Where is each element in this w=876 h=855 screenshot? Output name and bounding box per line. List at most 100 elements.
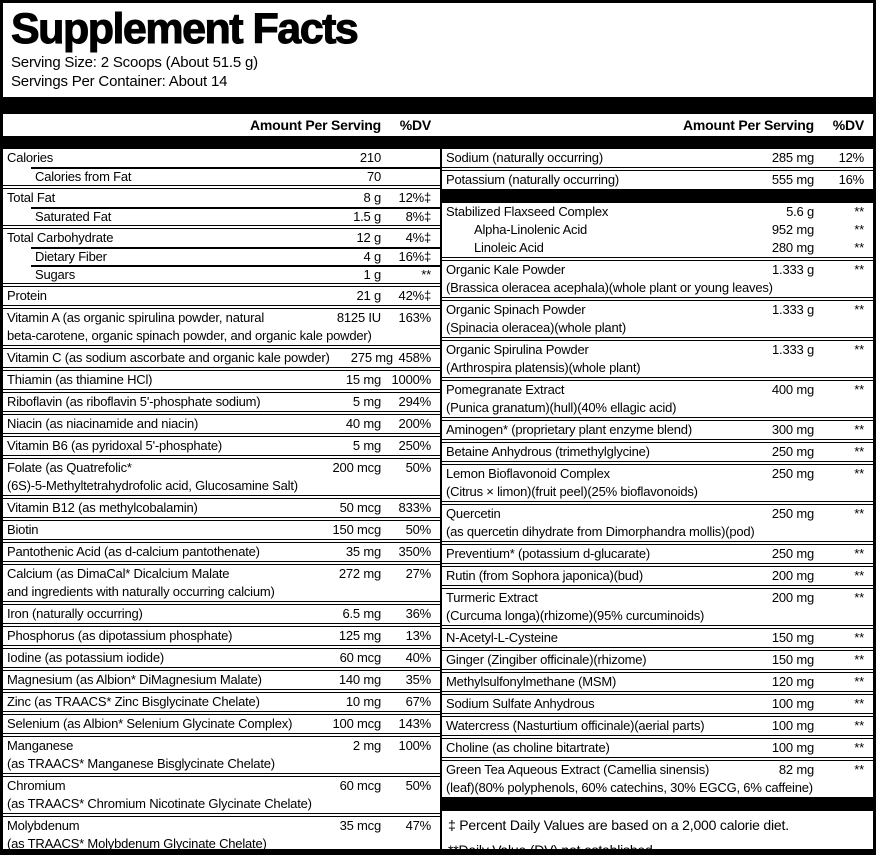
dv-value: 67% [405, 694, 432, 709]
nutrient-continuation-row: (6S)-5-Methyltetrahydrofolic acid, Gluco… [3, 477, 440, 495]
nutrient-continuation-row: (as TRAACS* Molybdenum Glycinate Chelate… [3, 835, 440, 849]
nutrient-label: Vitamin A (as organic spirulina powder, … [7, 310, 265, 325]
nutrient-row: Vitamin B12 (as methylcobalamin) 50 mcg 83… [3, 495, 440, 517]
amount-value: 1.333 g [772, 262, 814, 277]
column-headers: Amount Per Serving %DV Amount Per Servin… [3, 114, 873, 136]
amount-value: 150 mg [771, 652, 814, 667]
nutrient-row: Alpha-Linolenic Acid 952 mg ** [442, 221, 873, 239]
amount-value: 100 mg [771, 740, 814, 755]
dv-value: ** [854, 568, 864, 583]
nutrient-label: Aminogen* (proprietary plant enzyme blen… [446, 422, 692, 437]
dv-value: ** [854, 240, 864, 255]
nutrient-label: Dietary Fiber [35, 249, 107, 264]
nutrient-row: Zinc (as TRAACS* Zinc Bisglycinate Chela… [3, 689, 440, 711]
nutrient-row: Preventium* (potassium d-glucarate) 250 m… [442, 541, 873, 563]
nutrient-row: Niacin (as niacinamide and niacin) 40 mg 2… [3, 411, 440, 433]
dv-value: ** [854, 652, 864, 667]
left-column-header: Amount Per Serving %DV [3, 117, 440, 133]
nutrient-label: (as quercetin dihydrate from Dimorphandr… [446, 524, 755, 539]
nutrient-row: Vitamin A (as organic spirulina powder, … [3, 305, 440, 327]
amount-value: 125 mg [338, 628, 381, 643]
amount-value: 100 mg [771, 718, 814, 733]
dv-value: 833% [398, 500, 432, 515]
dv-header-right: %DV [832, 117, 864, 133]
nutrient-label: Riboflavin (as riboflavin 5'-phosphate s… [7, 394, 261, 409]
dv-header-left: %DV [399, 117, 431, 133]
amount-value: 250 mg [771, 444, 814, 459]
nutrient-label: Chromium [7, 778, 66, 793]
nutrient-continuation-row: (Brassica oleracea acephala)(whole plant… [442, 279, 873, 297]
dv-value: ** [854, 382, 864, 397]
nutrient-label: Manganese [7, 738, 74, 753]
serving-size: Serving Size: 2 Scoops (About 51.5 g) [11, 54, 258, 71]
amount-value: 210 [359, 150, 381, 165]
nutrient-row: Pomegranate Extract 400 mg ** [442, 377, 873, 399]
divider-bar-under-header [3, 136, 873, 149]
nutrient-label: Niacin (as niacinamide and niacin) [7, 416, 199, 431]
amount-value: 6.5 mg [342, 606, 381, 621]
dv-value: 42%‡ [398, 288, 432, 303]
nutrient-row: Calories from Fat 70 [3, 167, 440, 185]
nutrient-row: Quercetin 250 mg ** [442, 501, 873, 523]
dv-value: 35% [405, 672, 432, 687]
amount-value: 35 mg [345, 544, 381, 559]
nutrient-label: Folate (as Quatrefolic* [7, 460, 132, 475]
dv-value: 16%‡ [398, 249, 432, 264]
servings-per-container: Servings Per Container: About 14 [11, 73, 228, 90]
nutrient-row: N-Acetyl-L-Cysteine 150 mg ** [442, 625, 873, 647]
nutrient-row: Iodine (as potassium iodide) 60 mcg 40% [3, 645, 440, 667]
nutrient-label: Alpha-Linolenic Acid [474, 222, 588, 237]
dv-value: 1000% [391, 372, 432, 387]
amount-value: 10 mg [345, 694, 381, 709]
nutrient-label: Protein [7, 288, 47, 303]
dv-value: ** [854, 302, 864, 317]
nutrient-label: Selenium (as Albion* Selenium Glycinate … [7, 716, 293, 731]
nutrient-row: Selenium (as Albion* Selenium Glycinate … [3, 711, 440, 733]
nutrient-row: Aminogen* (proprietary plant enzyme blen… [442, 417, 873, 439]
nutrient-row: Potassium (naturally occurring) 555 mg 16% [442, 167, 873, 189]
amount-value: 150 mcg [332, 522, 382, 537]
nutrient-continuation-row: and ingredients with naturally occurring… [3, 583, 440, 601]
nutrient-label: Total Carbohydrate [7, 230, 114, 245]
nutrient-label: Stabilized Flaxseed Complex [446, 204, 609, 219]
amount-value: 4 g [363, 249, 382, 264]
nutrient-label: (leaf)(80% polyphenols, 60% catechins, 3… [446, 780, 813, 795]
nutrient-continuation-row: (as TRAACS* Chromium Nicotinate Glycinat… [3, 795, 440, 813]
nutrient-label: Pomegranate Extract [446, 382, 565, 397]
dv-value: 4%‡ [405, 230, 432, 245]
dv-value: ** [854, 762, 864, 777]
amount-value: 35 mcg [339, 818, 382, 833]
page-title: Supplement Facts [11, 5, 360, 54]
nutrient-continuation-row: (Punica granatum)(hull)(40% ellagic acid… [442, 399, 873, 417]
nutrient-label: (6S)-5-Methyltetrahydrofolic acid, Gluco… [7, 478, 298, 493]
nutrient-label: Magnesium (as Albion* DiMagnesium Malate… [7, 672, 262, 687]
nutrient-row: Pantothenic Acid (as d-calcium pantothen… [3, 539, 440, 561]
dv-value: 100% [398, 738, 432, 753]
nutrient-row: Calories 210 [3, 149, 440, 167]
nutrient-label: Rutin (from Sophora japonica)(bud) [446, 568, 643, 583]
nutrient-label: Sodium Sulfate Anhydrous [446, 696, 595, 711]
nutrient-row: Protein 21 g 42%‡ [3, 283, 440, 305]
nutrient-label: Turmeric Extract [446, 590, 538, 605]
nutrient-row: Organic Spirulina Powder 1.333 g ** [442, 337, 873, 359]
nutrient-label: (as TRAACS* Chromium Nicotinate Glycinat… [7, 796, 312, 811]
amount-value: 285 mg [771, 150, 814, 165]
amount-value: 21 g [356, 288, 381, 303]
nutrient-label: Vitamin B6 (as pyridoxal 5'-phosphate) [7, 438, 223, 453]
dv-value: ** [854, 204, 864, 219]
amount-value: 100 mg [771, 696, 814, 711]
dv-value: ** [854, 222, 864, 237]
amount-value: 5 mg [352, 438, 381, 453]
amount-value: 5 mg [352, 394, 381, 409]
dv-value: 458% [398, 350, 432, 365]
amount-value: 60 mcg [339, 778, 382, 793]
nutrient-continuation-row: (as quercetin dihydrate from Dimorphandr… [442, 523, 873, 541]
dv-value: 163% [398, 310, 432, 325]
nutrient-label: Organic Spirulina Powder [446, 342, 589, 357]
nutrient-row: Sodium (naturally occurring) 285 mg 12% [442, 149, 873, 167]
nutrient-label: Green Tea Aqueous Extract (Camellia sine… [446, 762, 710, 777]
dv-value: ** [854, 466, 864, 481]
dv-value: ** [854, 590, 864, 605]
dv-value: 12% [838, 150, 865, 165]
nutrient-row: Organic Kale Powder 1.333 g ** [442, 257, 873, 279]
